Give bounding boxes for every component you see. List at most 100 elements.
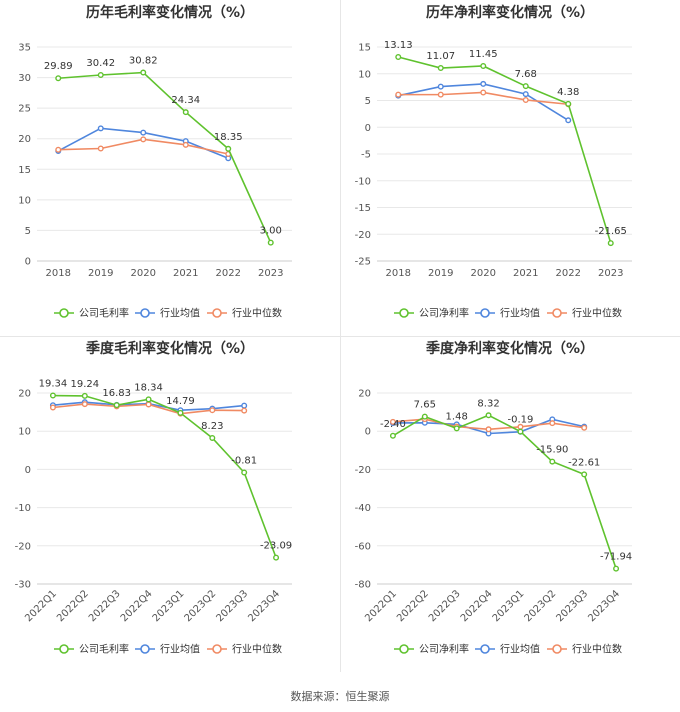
series-point-0 <box>140 69 147 76</box>
data-label: 8.23 <box>201 421 223 432</box>
series-point-1 <box>565 117 572 124</box>
y-tick-label: 0 <box>365 123 371 134</box>
legend-label: 行业均值 <box>500 643 540 656</box>
x-tick-label: 2022Q2 <box>395 588 431 624</box>
x-tick-label: 2022Q1 <box>363 588 399 624</box>
x-tick-label: 2023Q2 <box>183 588 219 624</box>
legend-label: 行业中位数 <box>232 307 282 320</box>
legend-marker <box>399 308 409 318</box>
legend-item: 行业中位数 <box>547 307 622 320</box>
legend-marker <box>140 308 150 318</box>
x-tick-label: 2023Q3 <box>214 588 250 624</box>
chart-title: 季度净利率变化情况（%） <box>425 340 594 357</box>
x-tick-label: 2022Q4 <box>119 588 155 624</box>
y-tick-label: -25 <box>355 257 371 268</box>
x-tick-label: 2022Q3 <box>87 588 123 624</box>
series-line-0 <box>58 71 272 243</box>
x-tick-label: 2022Q3 <box>427 588 463 624</box>
legend-marker <box>399 644 409 654</box>
legend-label: 公司毛利率 <box>79 643 129 656</box>
x-tick-label: 2022Q2 <box>55 588 91 624</box>
y-tick-label: 10 <box>358 69 371 80</box>
legend-item: 公司净利率 <box>394 643 469 656</box>
legend-item: 行业中位数 <box>207 307 282 320</box>
y-tick-label: -20 <box>355 465 371 476</box>
series-point-0 <box>267 239 274 246</box>
series-point-0 <box>607 240 614 247</box>
series-line-0 <box>52 394 277 558</box>
data-label: -71.94 <box>600 552 632 563</box>
x-tick-label: 2021 <box>173 268 198 279</box>
series-point-0 <box>613 565 620 572</box>
x-tick-label: 2023 <box>258 268 283 279</box>
y-tick-label: -80 <box>355 580 371 591</box>
y-tick-label: 30 <box>18 73 31 84</box>
data-source-note: 数据来源：恒生聚源 <box>290 690 390 703</box>
x-tick-label: 2019 <box>88 268 113 279</box>
x-tick-label: 2020 <box>131 268 156 279</box>
x-tick-label: 2018 <box>386 268 411 279</box>
x-tick-label: 2020 <box>471 268 496 279</box>
legend-item: 行业中位数 <box>207 643 282 656</box>
y-tick-label: -40 <box>355 503 371 514</box>
series-point-0 <box>453 425 460 432</box>
series-point-0 <box>549 458 556 465</box>
y-tick-label: 15 <box>358 43 371 54</box>
series-point-0 <box>49 392 56 399</box>
series-point-1 <box>522 91 529 98</box>
quarterly-net-margin-chart: 季度净利率变化情况（%）-80-60-40-200202022Q12022Q22… <box>355 340 633 656</box>
legend-marker <box>212 308 222 318</box>
legend-label: 行业中位数 <box>572 643 622 656</box>
series-point-0 <box>581 471 588 478</box>
data-label: 29.89 <box>44 61 73 72</box>
data-label: 11.45 <box>469 49 498 60</box>
y-tick-label: -5 <box>361 150 371 161</box>
x-tick-label: 2023Q1 <box>491 588 527 624</box>
legend-marker <box>480 308 490 318</box>
y-tick-label: 0 <box>25 257 31 268</box>
y-tick-label: 20 <box>18 389 31 400</box>
data-label: 8.32 <box>477 398 499 409</box>
chart-title: 季度毛利率变化情况（%） <box>85 340 254 357</box>
y-tick-label: 25 <box>18 104 31 115</box>
y-tick-label: 5 <box>25 226 31 237</box>
series-point-0 <box>421 413 428 420</box>
x-tick-label: 2022 <box>556 268 581 279</box>
series-point-2 <box>209 407 216 414</box>
y-tick-label: 20 <box>18 134 31 145</box>
y-tick-label: -20 <box>355 230 371 241</box>
series-point-0 <box>145 396 152 403</box>
series-point-2 <box>485 426 492 433</box>
legend-marker <box>212 644 222 654</box>
series-point-0 <box>517 428 524 435</box>
series-point-1 <box>241 402 248 409</box>
legend-item: 行业均值 <box>475 643 540 656</box>
series-point-0 <box>113 402 120 409</box>
x-tick-label: 2023Q3 <box>554 588 590 624</box>
data-label: 1.48 <box>446 411 468 422</box>
y-tick-label: 0 <box>365 427 371 438</box>
data-label: -0.81 <box>231 455 257 466</box>
annual-net-margin-chart: 历年净利率变化情况（%） -25 -20 -15 -10 -5 0 5 10 15 2018 2019… <box>355 4 632 320</box>
series-point-0 <box>485 412 492 419</box>
y-tick-label: 10 <box>18 427 31 438</box>
series-point-0 <box>522 83 529 90</box>
series-point-2 <box>389 418 396 425</box>
series-point-0 <box>177 409 184 416</box>
data-label: 14.79 <box>166 396 195 407</box>
series-point-2 <box>49 404 56 411</box>
data-label: 13.13 <box>384 40 413 51</box>
y-tick-label: -10 <box>355 176 371 187</box>
y-tick-label: -20 <box>15 541 31 552</box>
series-point-0 <box>389 432 396 439</box>
legend-item: 行业均值 <box>135 307 200 320</box>
legend-label: 行业均值 <box>500 307 540 320</box>
legend-item: 行业均值 <box>135 643 200 656</box>
series-point-0 <box>225 145 232 152</box>
y-tick-label: -10 <box>15 503 31 514</box>
y-tick-label: 20 <box>358 389 371 400</box>
series-point-0 <box>437 65 444 72</box>
x-tick-label: 2022Q1 <box>23 588 59 624</box>
x-tick-label: 2022Q4 <box>459 588 495 624</box>
x-tick-label: 2019 <box>428 268 453 279</box>
